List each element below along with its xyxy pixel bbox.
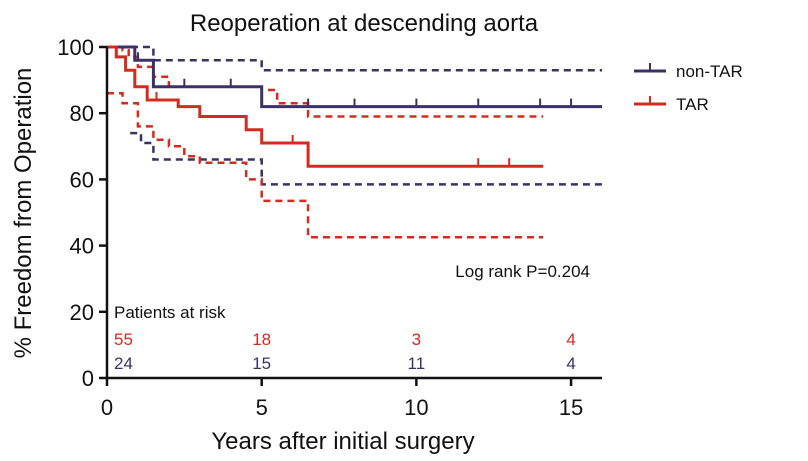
survival-curves (107, 45, 602, 168)
tar-upper-ci-line (107, 45, 544, 118)
tar-lower-ci-line (107, 92, 544, 239)
non-tar-upper-ci-line (107, 45, 602, 72)
tar-at-risk-count: 18 (252, 330, 271, 349)
tar-at-risk-count: 4 (566, 330, 575, 349)
tar-at-risk-count: 3 (412, 330, 421, 349)
tar-legend-label: TAR (676, 95, 709, 114)
y-tick-label: 20 (70, 300, 94, 325)
x-tick-label: 10 (404, 395, 428, 420)
legend: non-TAR TAR (634, 62, 743, 114)
y-tick-label: 60 (70, 167, 94, 192)
non-tar-at-risk-count: 24 (114, 354, 133, 373)
y-tick-label: 40 (70, 234, 94, 259)
log-rank-annotation: Log rank P=0.204 (455, 262, 590, 281)
chart-title: Reoperation at descending aorta (190, 10, 539, 37)
risk-table-title: Patients at risk (114, 303, 226, 322)
non-tar-legend-label: non-TAR (676, 62, 743, 81)
risk-table: 55 18 3 4 24 15 11 4 (114, 330, 576, 373)
x-axis-title: Years after initial surgery (211, 428, 474, 455)
non-tar-lower-ci-line (130, 131, 602, 186)
tar-at-risk-count: 55 (114, 330, 133, 349)
non-tar-at-risk-count: 11 (408, 354, 426, 373)
y-axis-title: % Freedom from Operation (10, 68, 37, 359)
x-tick-label: 0 (101, 395, 113, 420)
y-tick-label: 0 (82, 366, 94, 391)
confidence-intervals (107, 45, 602, 239)
tar-survival-line (107, 45, 544, 168)
x-tick-label: 15 (559, 395, 583, 420)
y-tick-label: 80 (70, 101, 94, 126)
non-tar-survival-line (107, 45, 602, 109)
x-tick-label: 5 (256, 395, 268, 420)
non-tar-at-risk-count: 4 (566, 354, 575, 373)
non-tar-at-risk-count: 15 (252, 354, 271, 373)
axis-ticks: 0 20 40 60 80 100 0 5 10 15 (57, 35, 583, 420)
y-tick-label: 100 (57, 35, 94, 60)
